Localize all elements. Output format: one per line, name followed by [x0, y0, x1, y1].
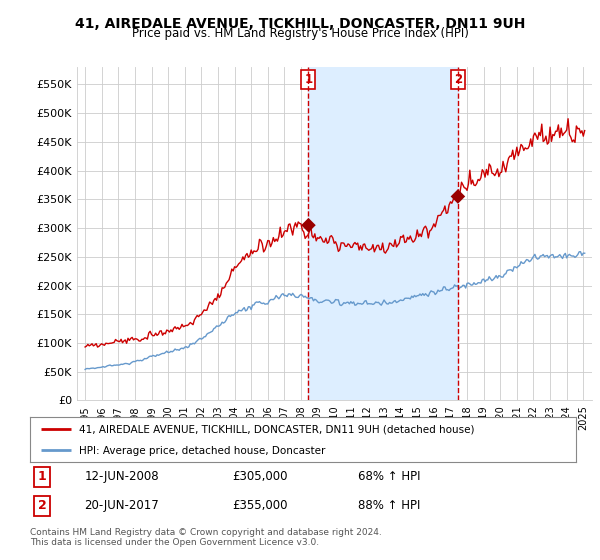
Text: 12-JUN-2008: 12-JUN-2008 [85, 470, 159, 483]
Text: £355,000: £355,000 [232, 500, 287, 512]
Bar [308, 67, 458, 400]
Text: 1: 1 [304, 73, 313, 86]
Text: 1: 1 [38, 470, 46, 483]
Text: 41, AIREDALE AVENUE, TICKHILL, DONCASTER, DN11 9UH: 41, AIREDALE AVENUE, TICKHILL, DONCASTER… [75, 17, 525, 31]
Text: £305,000: £305,000 [232, 470, 287, 483]
Text: 20-JUN-2017: 20-JUN-2017 [85, 500, 160, 512]
Text: Contains HM Land Registry data © Crown copyright and database right 2024.
This d: Contains HM Land Registry data © Crown c… [30, 528, 382, 547]
Text: 2: 2 [38, 500, 46, 512]
Text: HPI: Average price, detached house, Doncaster: HPI: Average price, detached house, Donc… [79, 446, 326, 456]
Text: Price paid vs. HM Land Registry's House Price Index (HPI): Price paid vs. HM Land Registry's House … [131, 27, 469, 40]
Text: 41, AIREDALE AVENUE, TICKHILL, DONCASTER, DN11 9UH (detached house): 41, AIREDALE AVENUE, TICKHILL, DONCASTER… [79, 424, 475, 435]
Point [453, 192, 463, 201]
Text: 2: 2 [454, 73, 462, 86]
Point [304, 221, 313, 230]
Text: 88% ↑ HPI: 88% ↑ HPI [358, 500, 420, 512]
Text: 68% ↑ HPI: 68% ↑ HPI [358, 470, 420, 483]
